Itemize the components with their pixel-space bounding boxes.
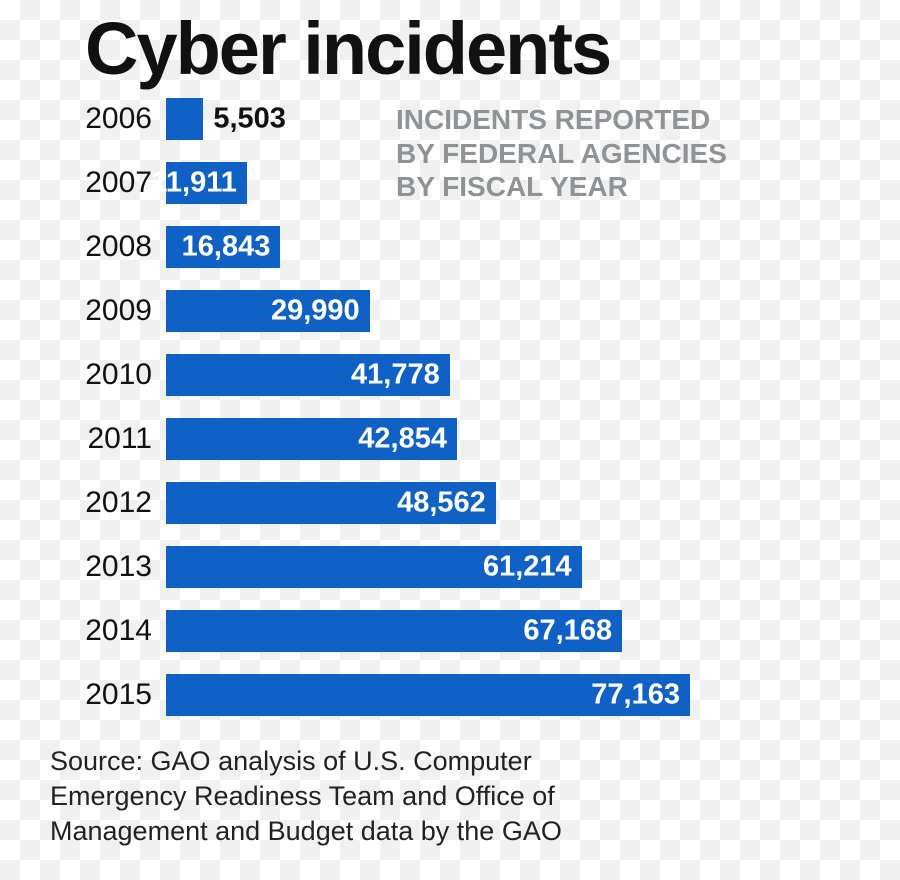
bar: 61,214	[166, 546, 582, 588]
bar-value: 5,503	[213, 103, 286, 136]
bar: 5,503	[166, 98, 203, 140]
bar-chart: 20065,503200711,911200816,843200929,9902…	[44, 98, 690, 738]
bar: 16,843	[166, 226, 280, 268]
bar-value: 29,990	[271, 295, 360, 328]
bar: 42,854	[166, 418, 457, 460]
bar-row: 2013 61,214	[44, 546, 690, 588]
bar: 67,168	[166, 610, 622, 652]
year-label: 2008	[44, 230, 152, 264]
bar: 41,778	[166, 354, 450, 396]
year-label: 2006	[44, 102, 152, 136]
bar-value: 41,778	[351, 359, 440, 392]
source-text: Source: GAO analysis of U.S. Computer Em…	[50, 744, 670, 849]
bar-row: 2010 41,778	[44, 354, 690, 396]
bar-value: 48,562	[397, 487, 486, 520]
bar-row: 2006 5,503	[44, 98, 690, 140]
year-label: 2009	[44, 294, 152, 328]
bar-value: 61,214	[483, 551, 572, 584]
bar-row: 2012 48,562	[44, 482, 690, 524]
bar: 48,562	[166, 482, 496, 524]
bar-value: 42,854	[358, 423, 447, 456]
bar-row: 2015 77,163	[44, 674, 690, 716]
bar-row: 2008 16,843	[44, 226, 690, 268]
year-label: 2015	[44, 678, 152, 712]
bar-row: 2009 29,990	[44, 290, 690, 332]
year-label: 2011	[44, 422, 152, 456]
bar-value: 77,163	[591, 679, 680, 712]
bar: 11,911	[166, 162, 247, 204]
chart-title: Cyber incidents	[85, 6, 610, 91]
bar-row: 2014 67,168	[44, 610, 690, 652]
bar-row: 200711,911	[44, 162, 690, 204]
year-label: 2010	[44, 358, 152, 392]
year-label: 2013	[44, 550, 152, 584]
year-label: 2014	[44, 614, 152, 648]
bar: 29,990	[166, 290, 370, 332]
bar-value: 11,911	[151, 167, 237, 200]
bar-row: 2011 42,854	[44, 418, 690, 460]
year-label: 2012	[44, 486, 152, 520]
bar: 77,163	[166, 674, 690, 716]
bar-value: 16,843	[182, 231, 271, 264]
year-label: 2007	[44, 166, 152, 200]
bar-value: 67,168	[523, 615, 612, 648]
